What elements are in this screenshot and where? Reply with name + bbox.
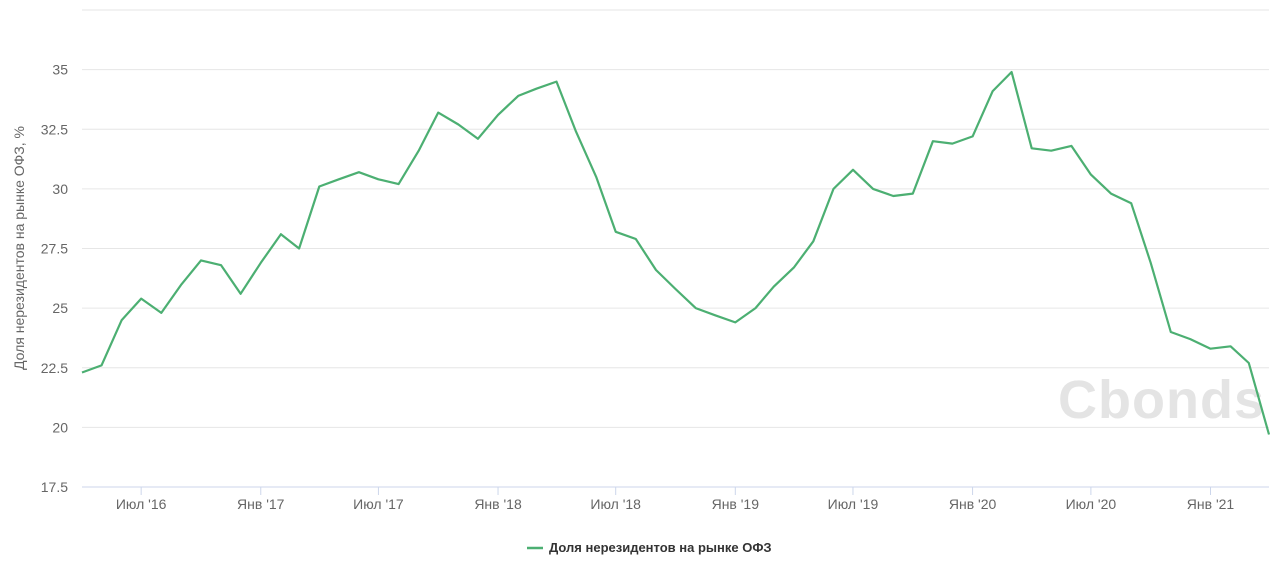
grid-lines (82, 9, 1269, 488)
y-axis-label: Доля нерезидентов на рынке ОФЗ, % (11, 126, 27, 370)
y-tick-label: 35 (52, 62, 68, 78)
x-tick-label: Янв '19 (712, 496, 760, 512)
x-tick-label: Июл '20 (1066, 496, 1117, 512)
y-tick-label: 20 (52, 419, 68, 435)
y-tick-label: 32.5 (41, 121, 68, 137)
legend-label[interactable]: Доля нерезидентов на рынке ОФЗ (549, 540, 772, 555)
y-tick-label: 30 (52, 181, 68, 197)
watermark-logo: Cbonds (1058, 370, 1265, 430)
x-tick-label: Июл '16 (116, 496, 167, 512)
x-tick-label: Янв '20 (949, 496, 997, 512)
y-tick-label: 17.5 (41, 479, 68, 495)
y-tick-label: 22.5 (41, 360, 68, 376)
x-tick-label: Янв '17 (237, 496, 285, 512)
x-tick-label: Июл '18 (590, 496, 641, 512)
y-axis: 17.5 20 22.5 25 27.5 30 32.5 35 (41, 62, 68, 495)
y-tick-label: 27.5 (41, 241, 68, 257)
series-line[interactable] (81, 70, 1271, 435)
y-tick-label: 25 (52, 300, 68, 316)
x-tick-label: Июл '17 (353, 496, 404, 512)
x-tick-label: Янв '18 (474, 496, 522, 512)
x-axis: Июл '16 Янв '17 Июл '17 Янв '18 Июл '18 Янв '… (82, 486, 1269, 512)
x-tick-label: Июл '19 (828, 496, 879, 512)
x-tick-label: Янв '21 (1187, 496, 1235, 512)
legend[interactable]: Доля нерезидентов на рынке ОФЗ (527, 540, 772, 555)
